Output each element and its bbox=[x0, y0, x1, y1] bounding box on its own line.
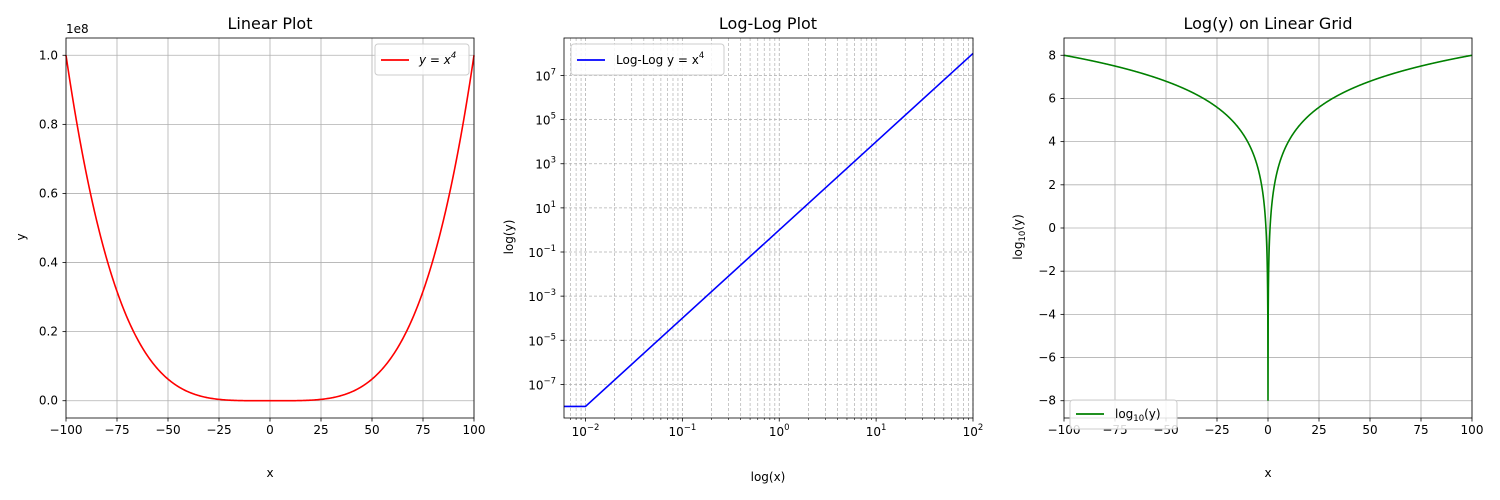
chart-1-x-tick-label: −75 bbox=[104, 423, 129, 437]
chart-3-y-ticks: −8 −6 −4 −2 0 2 4 6 8 bbox=[1038, 48, 1064, 408]
chart-3-y-tick-label: −8 bbox=[1038, 394, 1056, 408]
chart-2-xlabel: log(x) bbox=[751, 470, 786, 484]
chart-1-ylabel: y bbox=[14, 233, 28, 240]
chart-3-frame bbox=[1063, 37, 1473, 419]
chart-1-series-line bbox=[65, 55, 475, 402]
chart-3-x-tick-label: 100 bbox=[1461, 423, 1484, 437]
chart-3-y-tick-label: −4 bbox=[1038, 307, 1056, 321]
chart-1-x-tick-label: −100 bbox=[50, 423, 83, 437]
chart-1-xlabel: x bbox=[266, 466, 273, 480]
chart-2-y-tick-label: 10−5 bbox=[528, 332, 556, 348]
chart-2-x-tick-label: 10−1 bbox=[668, 423, 696, 439]
chart-1-x-tick-label: 75 bbox=[415, 423, 430, 437]
chart-3-x-tick-label: −25 bbox=[1204, 423, 1229, 437]
chart-3-x-tick-label: 75 bbox=[1413, 423, 1428, 437]
chart-2-series-line bbox=[564, 52, 974, 408]
chart-2-y-tick-label: 10−1 bbox=[528, 244, 556, 260]
chart-2-ylabel: log(y) bbox=[502, 220, 516, 255]
chart-3-y-tick-label: 4 bbox=[1048, 135, 1056, 149]
chart-1-legend-label: y = x4 bbox=[418, 51, 456, 67]
chart-3-ylabel: log10(y) bbox=[1011, 214, 1028, 260]
chart-2-y-tick-label: 103 bbox=[535, 156, 556, 172]
chart-3-y-tick-label: 0 bbox=[1048, 221, 1056, 235]
chart-2-y-tick-label: 10−7 bbox=[528, 376, 556, 392]
chart-1-grid bbox=[65, 38, 475, 418]
chart-2-legend-label: Log-Log y = x4 bbox=[616, 51, 704, 67]
chart-1-y-tick-label: 1.0 bbox=[39, 48, 58, 62]
chart-3-legend-label: log10(y) bbox=[1115, 407, 1161, 424]
chart-1-y-tick-label: 0.0 bbox=[39, 394, 58, 408]
chart-2-y-ticks: 10−7 10−5 10−3 10−1 101 103 105 107 bbox=[528, 67, 564, 392]
chart-2-y-tick-label: 105 bbox=[535, 112, 556, 128]
chart-3-y-tick-label: 2 bbox=[1048, 178, 1056, 192]
chart-3-y-tick-label: 6 bbox=[1048, 91, 1056, 105]
chart-2-x-tick-label: 101 bbox=[866, 423, 887, 439]
chart-2-title: Log-Log Plot bbox=[719, 14, 817, 33]
chart-1-title: Linear Plot bbox=[228, 14, 313, 33]
chart-2-x-tick-label: 100 bbox=[769, 423, 790, 439]
chart-1-y-tick-label: 0.8 bbox=[39, 117, 58, 131]
chart-1-y-tick-label: 0.2 bbox=[39, 325, 58, 339]
chart-2-x-tick-label: 102 bbox=[963, 423, 984, 439]
chart-2-x-ticks: 10−2 10−1 100 101 102 bbox=[570, 418, 983, 439]
chart-1-x-tick-label: 0 bbox=[266, 423, 274, 437]
chart-log-linear: Log(y) on Linear Grid −100 −75 −50 −25 0 25 50… bbox=[1011, 14, 1483, 480]
chart-1-x-tick-label: 100 bbox=[463, 423, 486, 437]
chart-3-legend: log10(y) bbox=[1069, 399, 1178, 430]
chart-1-y-tick-label: 0.4 bbox=[39, 256, 58, 270]
chart-1-x-tick-label: −25 bbox=[206, 423, 231, 437]
chart-1-legend: y = x4 bbox=[374, 43, 470, 76]
chart-1-offset-text: 1e8 bbox=[66, 22, 89, 36]
chart-2-frame bbox=[563, 37, 974, 419]
chart-1-y-tick-label: 0.6 bbox=[39, 186, 58, 200]
chart-3-x-tick-label: 0 bbox=[1264, 423, 1272, 437]
chart-3-x-tick-label: 25 bbox=[1311, 423, 1326, 437]
chart-3-y-tick-label: 8 bbox=[1048, 48, 1056, 62]
chart-1-x-tick-label: 25 bbox=[313, 423, 328, 437]
chart-2-legend: Log-Log y = x4 bbox=[570, 43, 725, 76]
chart-3-title: Log(y) on Linear Grid bbox=[1183, 14, 1352, 33]
chart-linear: Linear Plot −100 −75 −50 −25 0 25 50 75 100 0.00… bbox=[14, 14, 485, 480]
chart-3-xlabel: x bbox=[1264, 466, 1271, 480]
chart-loglog: Log-Log Plot 10−2 10−1 100 101 102 10−710−51… bbox=[502, 14, 983, 484]
chart-1-x-tick-label: −50 bbox=[155, 423, 180, 437]
chart-3-x-tick-label: 50 bbox=[1362, 423, 1377, 437]
chart-2-y-tick-label: 107 bbox=[535, 67, 556, 83]
chart-1-x-ticks: −100 −75 −50 −25 0 25 50 75 100 bbox=[50, 418, 486, 437]
chart-2-grid bbox=[564, 38, 974, 418]
chart-2-y-tick-label: 101 bbox=[535, 200, 556, 216]
chart-1-frame bbox=[65, 37, 475, 419]
chart-1-x-tick-label: 50 bbox=[364, 423, 379, 437]
chart-1-y-ticks: 0.0 0.2 0.4 0.6 0.8 1.0 bbox=[39, 48, 66, 408]
chart-2-y-tick-label: 10−3 bbox=[528, 288, 556, 304]
chart-3-series-line bbox=[1063, 54, 1473, 401]
chart-3-y-tick-label: −2 bbox=[1038, 264, 1056, 278]
chart-3-y-tick-label: −6 bbox=[1038, 351, 1056, 365]
chart-2-x-tick-label: 10−2 bbox=[572, 423, 600, 439]
